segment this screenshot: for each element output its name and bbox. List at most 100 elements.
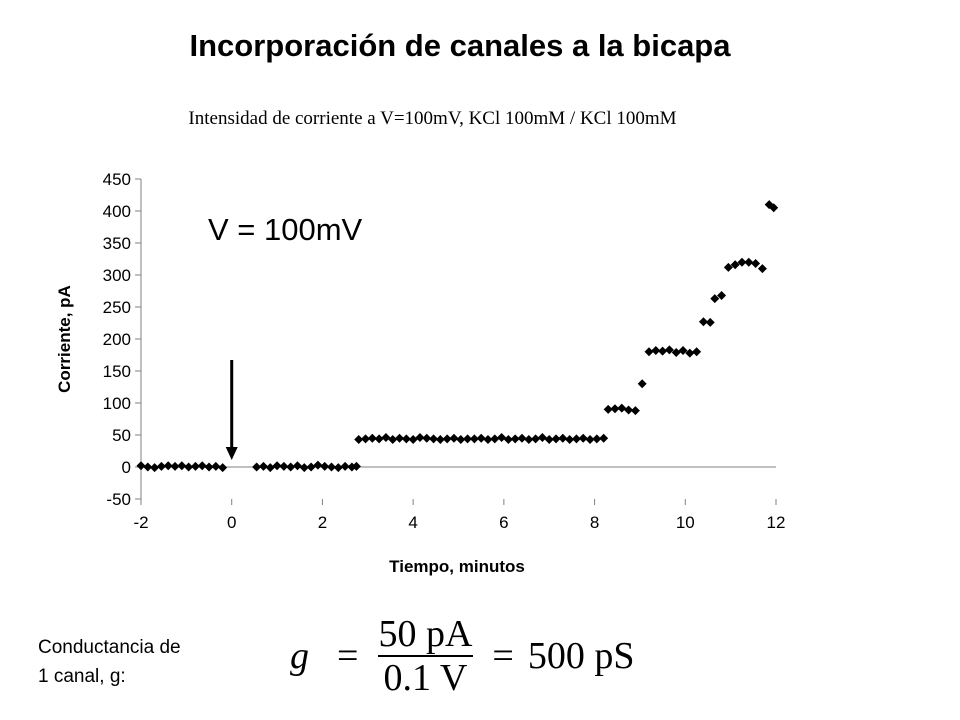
conductance-label-line1: Conductancia de: [38, 637, 181, 658]
data-point: [252, 462, 262, 472]
data-point: [190, 461, 200, 471]
data-point: [469, 434, 479, 444]
data-point: [327, 462, 336, 472]
y-tick-label: 0: [122, 458, 131, 477]
data-point: [340, 461, 350, 471]
data-point: [558, 433, 568, 443]
x-axis-label: Tiempo, minutos: [389, 557, 525, 576]
formula-result: 500 pS: [527, 635, 635, 677]
conductance-label: Conductancia de 1 canal, g:: [38, 633, 181, 691]
data-point: [624, 405, 634, 415]
data-point: [272, 461, 282, 471]
data-point: [136, 461, 146, 471]
data-point: [544, 434, 554, 444]
data-point: [204, 462, 214, 472]
data-point: [571, 434, 581, 444]
data-point: [565, 434, 575, 444]
data-point: [354, 434, 364, 444]
data-point: [435, 434, 445, 444]
data-point: [751, 258, 761, 268]
scatter-chart: -50 0 50 100 150 200 250 300 350 400 450 -2 0 2 4 6 8 10…: [55, 170, 786, 576]
data-point: [177, 461, 187, 471]
data-point: [279, 461, 289, 471]
data-point: [463, 434, 473, 444]
data-point: [497, 433, 507, 443]
x-tick-label: 0: [227, 513, 236, 532]
data-point: [603, 404, 613, 414]
data-point: [637, 379, 647, 389]
data-point: [592, 434, 602, 444]
data-point: [211, 461, 221, 471]
y-tick-label: 300: [103, 266, 131, 285]
data-point: [651, 346, 661, 356]
y-tick-label: 50: [112, 426, 131, 445]
data-point: [537, 433, 547, 443]
data-point: [333, 463, 343, 473]
formula-numerator: 50 pA: [378, 613, 473, 655]
x-tick-label: 10: [676, 513, 695, 532]
data-point: [170, 461, 180, 471]
data-point: [531, 434, 541, 444]
y-tick-label: 450: [103, 170, 131, 189]
data-point: [757, 264, 767, 274]
data-point: [685, 348, 695, 358]
insertion-arrow: [225, 360, 238, 460]
data-point: [503, 434, 513, 444]
data-point: [320, 461, 330, 471]
data-point: [292, 461, 302, 471]
y-tick-label: 150: [103, 362, 131, 381]
data-point: [449, 433, 459, 443]
y-tick-label: -50: [106, 490, 131, 509]
y-axis-label: Corriente, pA: [55, 285, 74, 393]
x-tick-label: 2: [318, 513, 327, 532]
data-point: [510, 434, 520, 444]
data-point: [490, 434, 500, 444]
conductance-label-line2: 1 canal, g:: [38, 666, 126, 687]
data-point: [299, 463, 309, 473]
data-point: [388, 434, 398, 444]
data-point: [381, 433, 391, 443]
x-tick-label: 12: [767, 513, 786, 532]
data-point: [429, 434, 439, 444]
data-point: [664, 345, 674, 355]
data-point: [361, 434, 371, 444]
data-point: [599, 433, 609, 443]
data-point: [610, 404, 620, 414]
data-point: [143, 462, 153, 472]
data-point: [644, 347, 654, 357]
data-point: [723, 262, 733, 272]
data-point: [313, 460, 323, 470]
chart-subtitle: Intensidad de corriente a V=100mV, KCl 1…: [188, 108, 677, 129]
data-point: [744, 257, 754, 267]
data-point: [422, 433, 432, 443]
data-point: [769, 203, 779, 213]
formula-lhs: g: [290, 635, 309, 677]
data-point: [374, 434, 384, 444]
data-point: [671, 347, 681, 357]
formula-equals-1: =: [337, 635, 359, 677]
data-point: [395, 433, 405, 443]
conductance-formula: g = 50 pA 0.1 V = 500 pS: [290, 606, 634, 706]
data-point: [617, 403, 627, 413]
data-point: [698, 317, 708, 327]
data-point: [163, 461, 173, 471]
data-point: [517, 433, 527, 443]
data-point: [258, 461, 268, 471]
data-point: [483, 434, 493, 444]
y-tick-label: 100: [103, 394, 131, 413]
data-point: [415, 433, 425, 443]
data-point: [476, 433, 486, 443]
x-tick-label: 8: [590, 513, 599, 532]
data-point: [710, 294, 720, 304]
data-point: [705, 317, 715, 327]
x-tick-label: 6: [499, 513, 508, 532]
data-point: [524, 434, 534, 444]
data-point: [351, 461, 361, 471]
data-point: [408, 434, 418, 444]
data-point: [630, 406, 640, 416]
data-point: [184, 462, 194, 472]
data-point: [678, 346, 688, 356]
data-point: [585, 434, 595, 444]
data-point: [442, 434, 452, 444]
x-tick-label: 4: [408, 513, 417, 532]
